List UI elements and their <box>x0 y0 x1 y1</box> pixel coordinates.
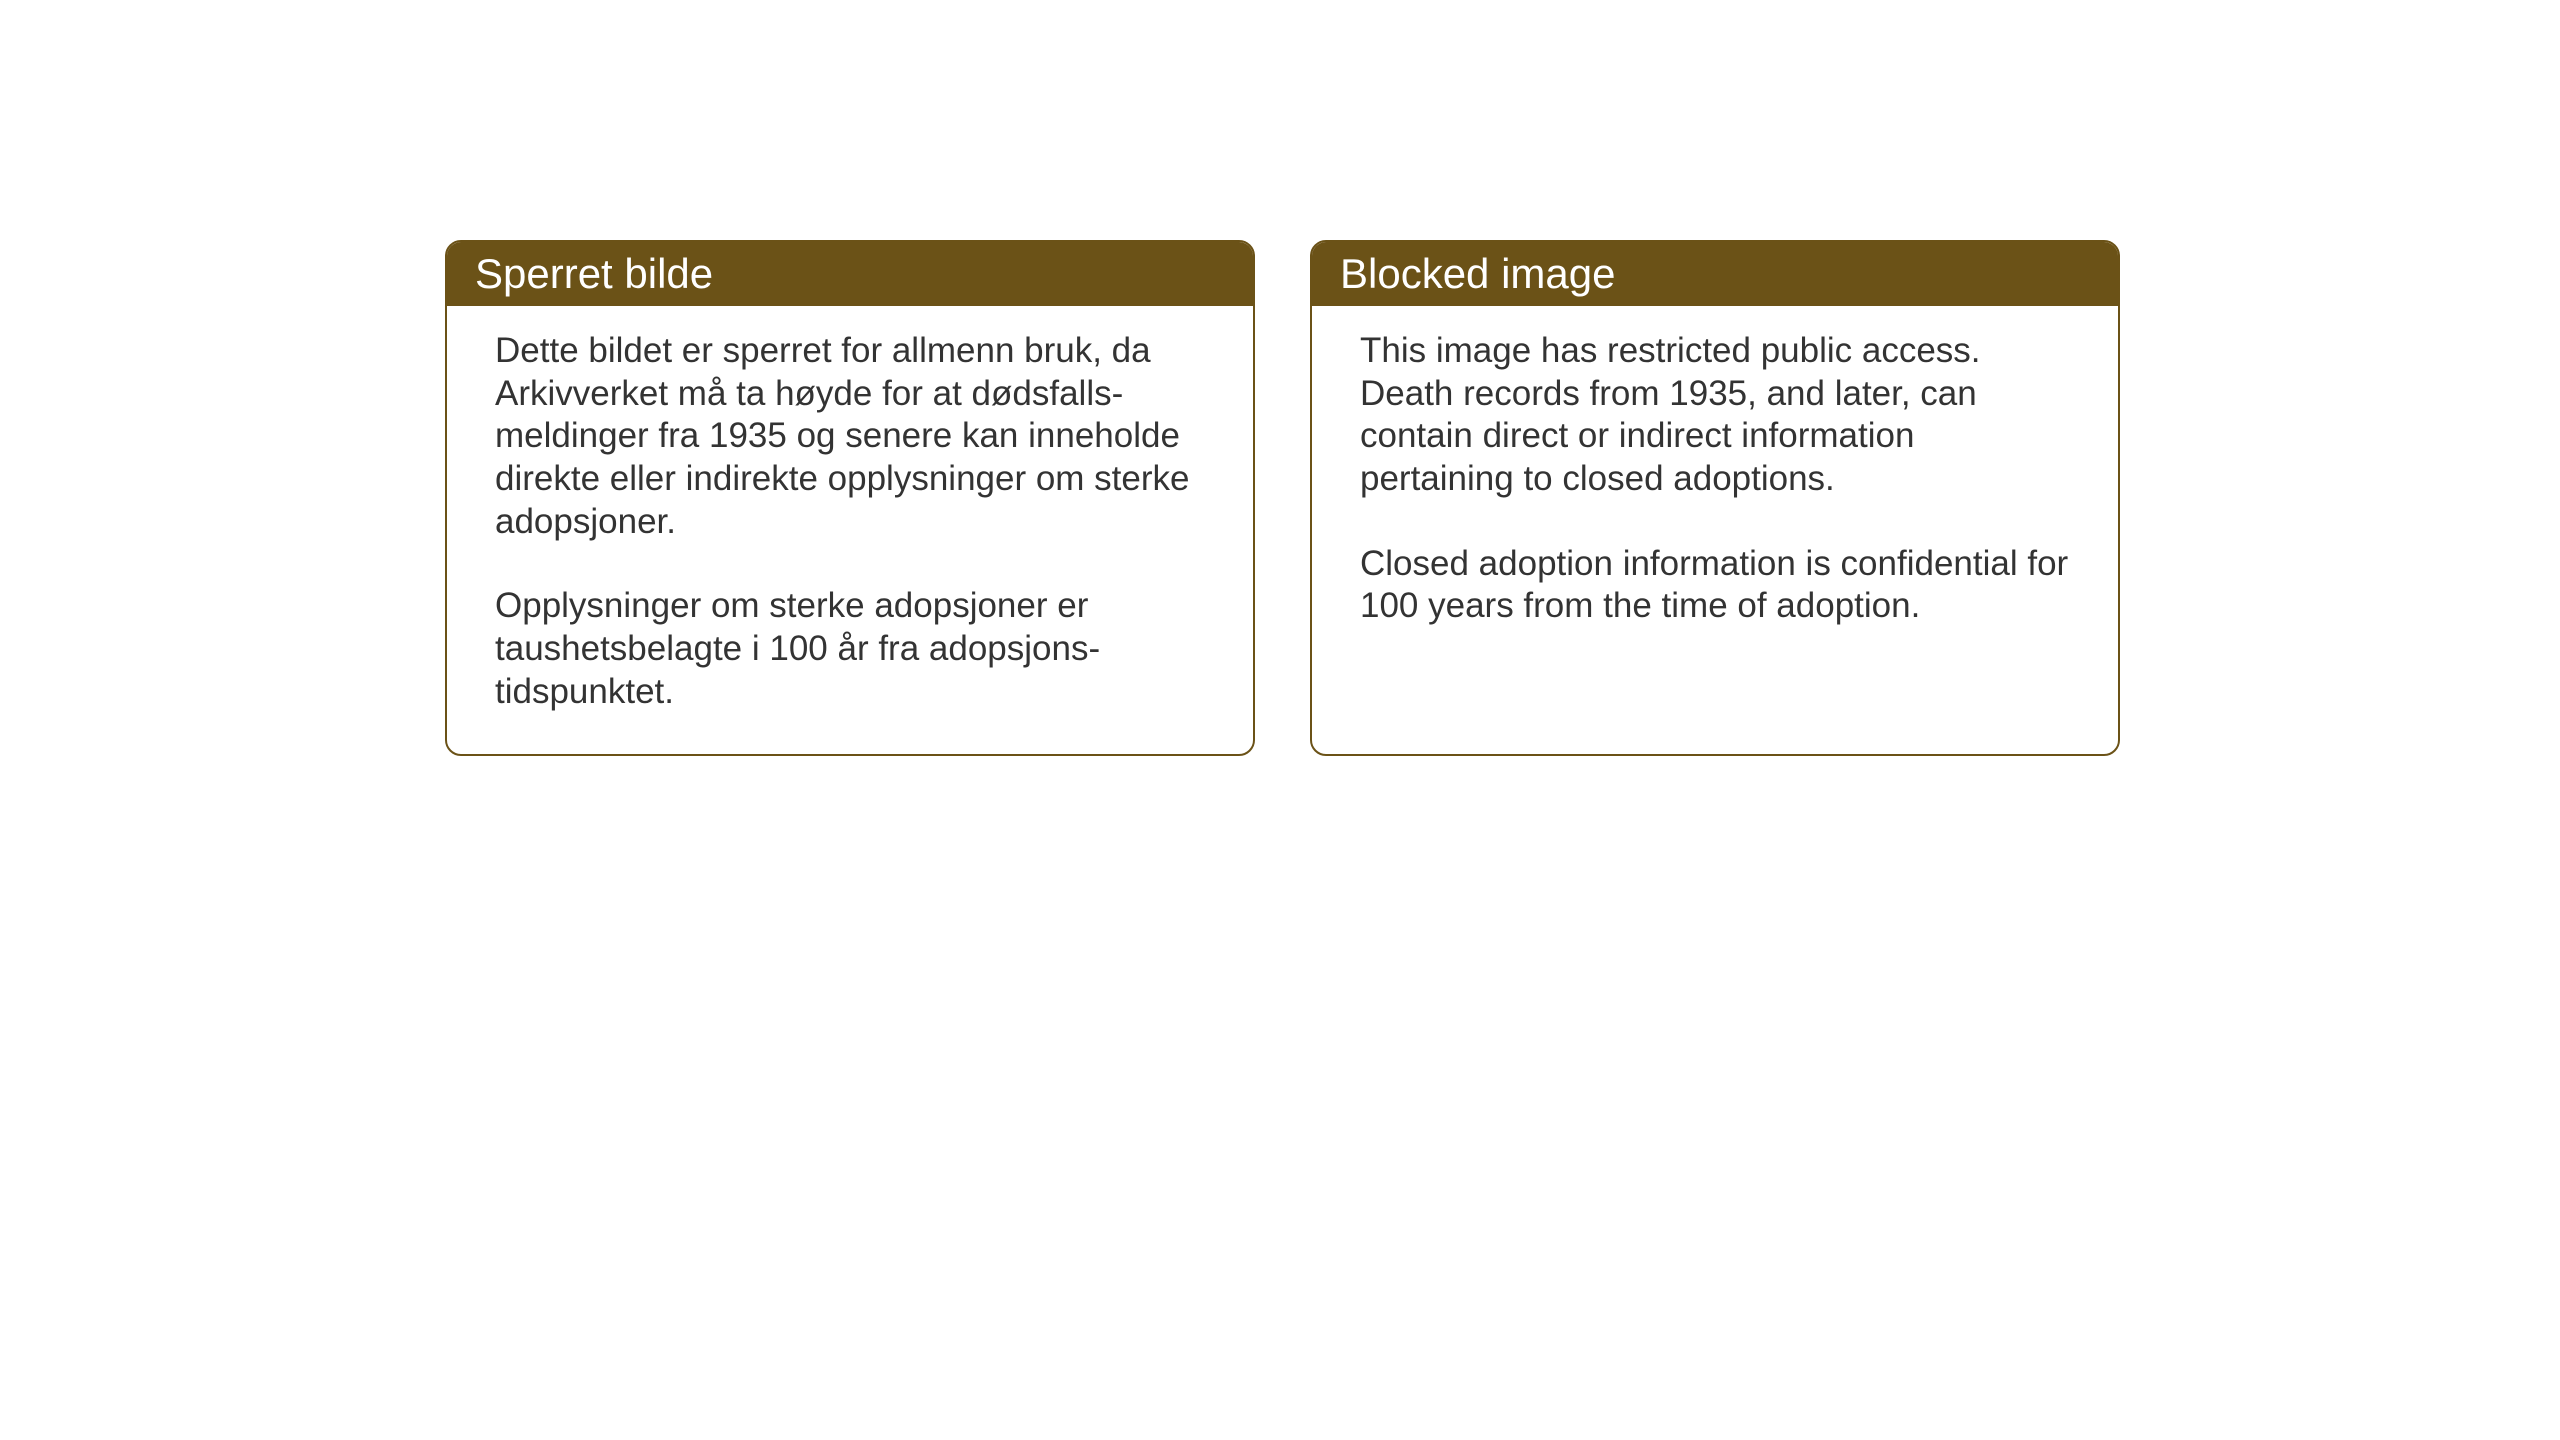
english-paragraph-2: Closed adoption information is confident… <box>1360 543 2070 628</box>
english-paragraph-1: This image has restricted public access.… <box>1360 330 2070 501</box>
norwegian-card-body: Dette bildet er sperret for allmenn bruk… <box>447 306 1253 754</box>
english-card-title: Blocked image <box>1312 242 2118 306</box>
norwegian-paragraph-1: Dette bildet er sperret for allmenn bruk… <box>495 330 1205 543</box>
english-card-body: This image has restricted public access.… <box>1312 306 2118 668</box>
norwegian-notice-card: Sperret bilde Dette bildet er sperret fo… <box>445 240 1255 756</box>
notice-container: Sperret bilde Dette bildet er sperret fo… <box>445 240 2120 756</box>
english-notice-card: Blocked image This image has restricted … <box>1310 240 2120 756</box>
norwegian-card-title: Sperret bilde <box>447 242 1253 306</box>
norwegian-paragraph-2: Opplysninger om sterke adopsjoner er tau… <box>495 585 1205 713</box>
